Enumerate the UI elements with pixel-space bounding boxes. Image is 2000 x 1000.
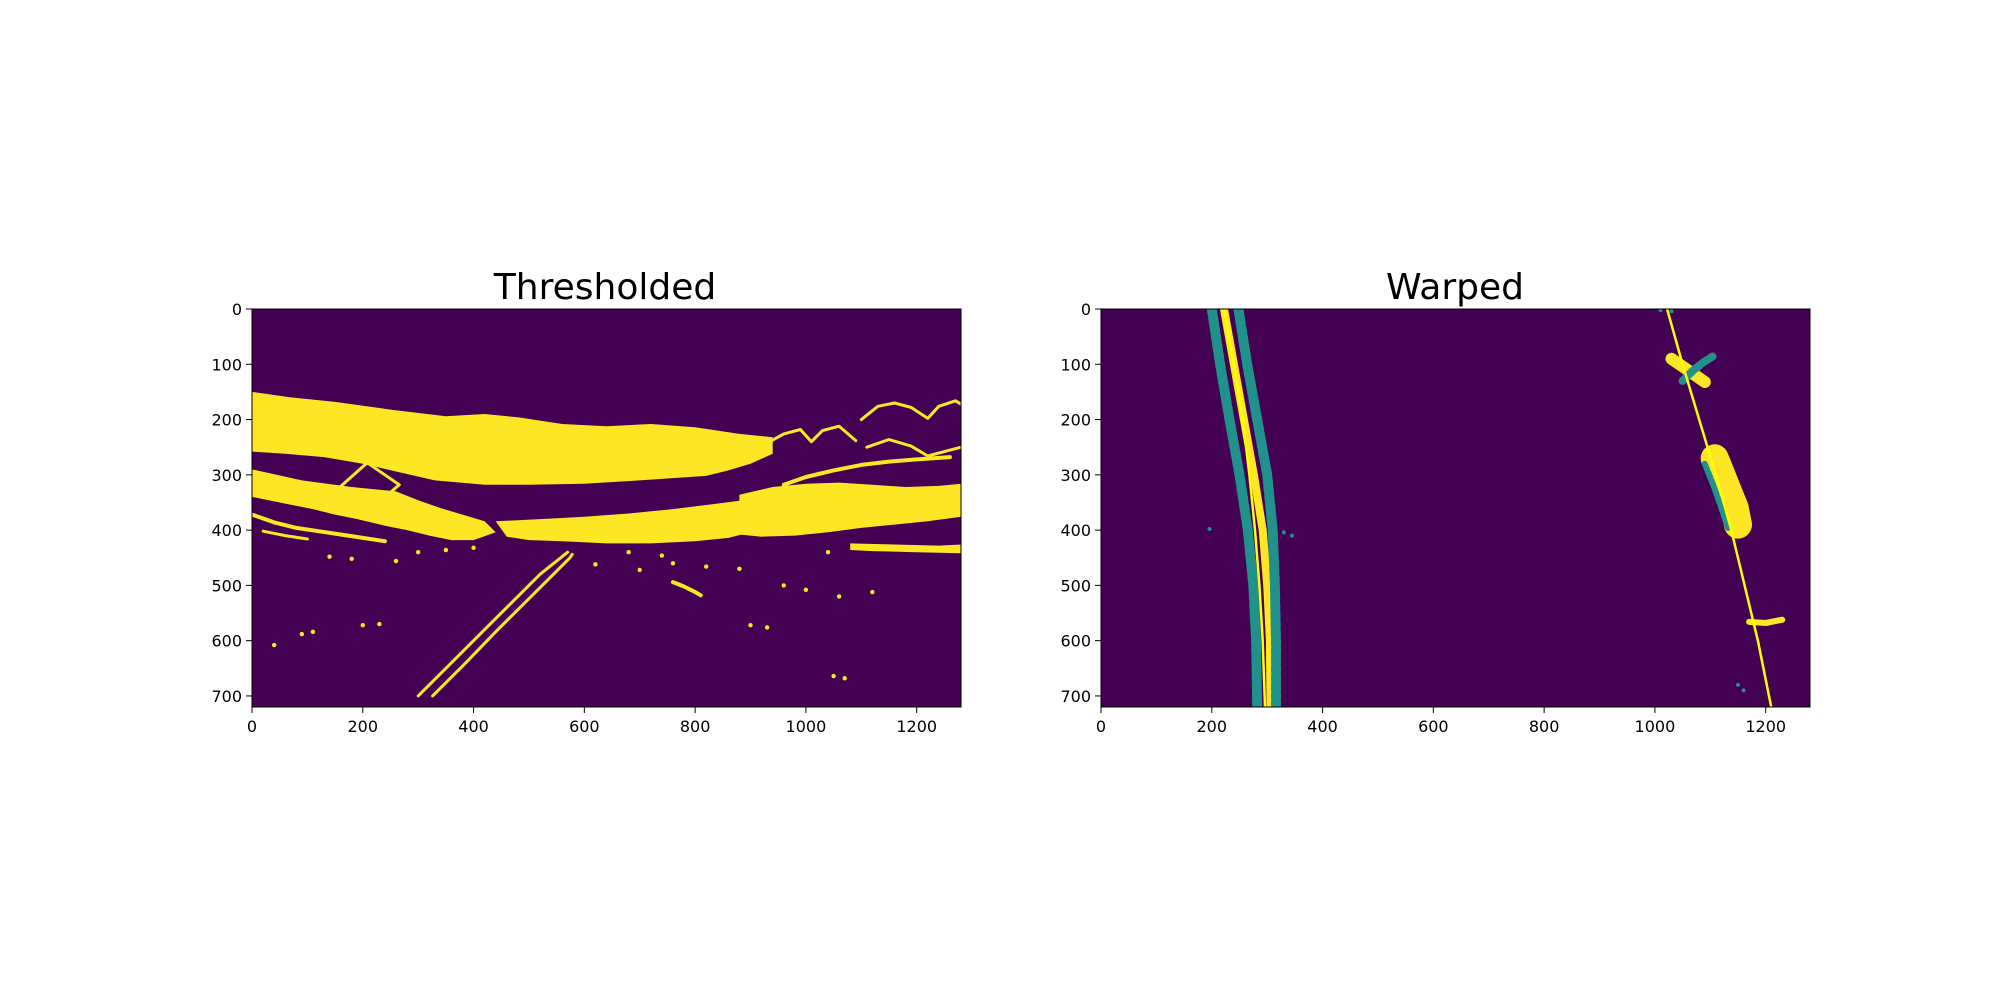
thresholded-axes-frame xyxy=(251,308,962,708)
warped-x-tick-label-1200: 1200 xyxy=(1745,717,1786,736)
warped-mark-5 xyxy=(1735,682,1740,687)
warped-y-tick-label-200: 200 xyxy=(1060,411,1091,430)
thresholded-speck-19 xyxy=(349,556,354,562)
warped-mark-6 xyxy=(1741,688,1746,693)
thresholded-speck-18 xyxy=(327,554,332,559)
thresholded-speck-26 xyxy=(825,550,831,555)
thresholded-speck-2 xyxy=(310,629,316,635)
thresholded-y-tick-label-100: 100 xyxy=(211,355,242,374)
thresholded-speck-3 xyxy=(360,622,365,628)
thresholded-speck-11 xyxy=(593,562,598,567)
thresholded-y-tick-label-500: 500 xyxy=(211,576,242,595)
thresholded-x-tick-label-600: 600 xyxy=(569,717,600,736)
thresholded-x-tick-label-0: 0 xyxy=(247,717,257,736)
thresholded-hill-streak-3 xyxy=(792,508,961,528)
thresholded-speck-7 xyxy=(836,594,842,599)
thresholded-x-tick-label-1200: 1200 xyxy=(896,717,937,736)
thresholded-y-tick-label-200: 200 xyxy=(211,411,242,430)
warped-mark-1 xyxy=(1669,309,1674,314)
thresholded-x-tick-label-800: 800 xyxy=(680,717,711,736)
thresholded-left-outline xyxy=(252,512,387,544)
thresholded-speck-6 xyxy=(764,625,770,630)
thresholded-center-horizon xyxy=(495,499,751,544)
warped-y-tick-label-400: 400 xyxy=(1060,521,1091,540)
thresholded-ridge-outline-3 xyxy=(865,438,961,458)
thresholded-x-tick-label-1000: 1000 xyxy=(786,717,827,736)
thresholded-speck-0 xyxy=(271,642,277,648)
warped-fit-line-1 xyxy=(1665,309,1773,707)
warped-image-background xyxy=(1101,309,1810,707)
thresholded-y-tick-label-0: 0 xyxy=(232,300,242,319)
warped-mark-4 xyxy=(1290,533,1295,538)
thresholded-x-tick-label-400: 400 xyxy=(458,717,489,736)
warped-x-tick-label-400: 400 xyxy=(1307,717,1338,736)
thresholded-road-mark-right xyxy=(671,580,703,598)
thresholded-y-tick-label-400: 400 xyxy=(211,521,242,540)
warped-y-tick-label-100: 100 xyxy=(1060,355,1091,374)
warped-x-tick-label-0: 0 xyxy=(1096,717,1106,736)
thresholded-right-hills xyxy=(739,482,961,537)
thresholded-left-dashes-1 xyxy=(256,473,354,491)
thresholded-speck-16 xyxy=(781,583,786,588)
thresholded-speck-13 xyxy=(670,561,676,566)
warped-y-tick-label-0: 0 xyxy=(1081,300,1091,319)
thresholded-y-tick-label-700: 700 xyxy=(211,687,242,706)
thresholded-y-tick-label-600: 600 xyxy=(211,632,242,651)
warped-panel: Warped 0 200 400 600 800 1000 1200 0 100 200 300 40… xyxy=(1060,267,1811,736)
warped-left-band-outer xyxy=(1206,309,1263,707)
warped-right-blob-upper-cross xyxy=(1678,352,1717,385)
thresholded-speck-22 xyxy=(443,547,449,553)
warped-fit-line-0 xyxy=(1222,309,1267,707)
thresholded-speck-17 xyxy=(803,587,809,593)
thresholded-speck-8 xyxy=(870,589,875,595)
warped-x-tick-label-1000: 1000 xyxy=(1635,717,1676,736)
warped-mark-0 xyxy=(1658,309,1663,313)
thresholded-speck-24 xyxy=(626,550,631,555)
warped-y-tick-label-600: 600 xyxy=(1060,632,1091,651)
warped-y-tick-label-300: 300 xyxy=(1060,466,1091,485)
thresholded-speck-23 xyxy=(471,545,476,550)
thresholded-speck-1 xyxy=(299,631,305,637)
thresholded-sign-diamond xyxy=(333,461,401,514)
thresholded-plot-area: 0 200 400 600 800 1000 1200 0 100 200 300 400 500 600… xyxy=(211,300,962,736)
thresholded-panel: Thresholded 0 200 400 600 800 1000 1200 0 100 200… xyxy=(211,267,962,736)
thresholded-speck-25 xyxy=(659,553,665,558)
warped-x-tick-label-600: 600 xyxy=(1418,717,1449,736)
thresholded-sky-band xyxy=(252,391,773,485)
thresholded-right-ground-strip xyxy=(850,543,961,554)
warped-y-tick-label-500: 500 xyxy=(1060,576,1091,595)
warped-plot-area: 0 200 400 600 800 1000 1200 0 100 200 300 400 500 600… xyxy=(1060,300,1811,736)
thresholded-x-tick-label-200: 200 xyxy=(348,717,379,736)
thresholded-lane-line-left-inner xyxy=(431,552,574,698)
thresholded-left-dashes-2 xyxy=(261,529,309,541)
thresholded-ridge-outline-2 xyxy=(859,399,961,422)
thresholded-speck-12 xyxy=(637,567,642,573)
thresholded-speck-9 xyxy=(831,673,836,679)
thresholded-left-hillside xyxy=(252,469,496,541)
thresholded-hill-streak-1 xyxy=(781,455,952,487)
warped-title: Warped xyxy=(1386,267,1524,308)
thresholded-speck-15 xyxy=(737,566,742,572)
thresholded-lane-line-left xyxy=(416,550,570,698)
warped-x-tick-label-200: 200 xyxy=(1197,717,1228,736)
warped-mark-3 xyxy=(1281,530,1286,535)
thresholded-speck-10 xyxy=(842,676,847,681)
warped-right-blob-lower-outline xyxy=(1701,460,1731,531)
thresholded-speck-4 xyxy=(377,621,382,627)
thresholded-ridge-outline-1 xyxy=(760,424,858,448)
thresholded-speck-5 xyxy=(748,622,753,628)
thresholded-speck-21 xyxy=(415,550,421,555)
warped-right-blob-lower xyxy=(1700,444,1752,539)
thresholded-hill-streak-2 xyxy=(781,488,961,506)
thresholded-speck-14 xyxy=(704,564,709,569)
warped-y-tick-label-700: 700 xyxy=(1060,687,1091,706)
thresholded-title: Thresholded xyxy=(493,267,716,308)
warped-axes-frame xyxy=(1100,308,1811,708)
thresholded-y-tick-label-300: 300 xyxy=(211,466,242,485)
warped-mark-2 xyxy=(1207,527,1212,532)
warped-left-band-inner xyxy=(1233,309,1281,707)
warped-x-tick-label-800: 800 xyxy=(1529,717,1560,736)
thresholded-speck-20 xyxy=(393,558,399,564)
